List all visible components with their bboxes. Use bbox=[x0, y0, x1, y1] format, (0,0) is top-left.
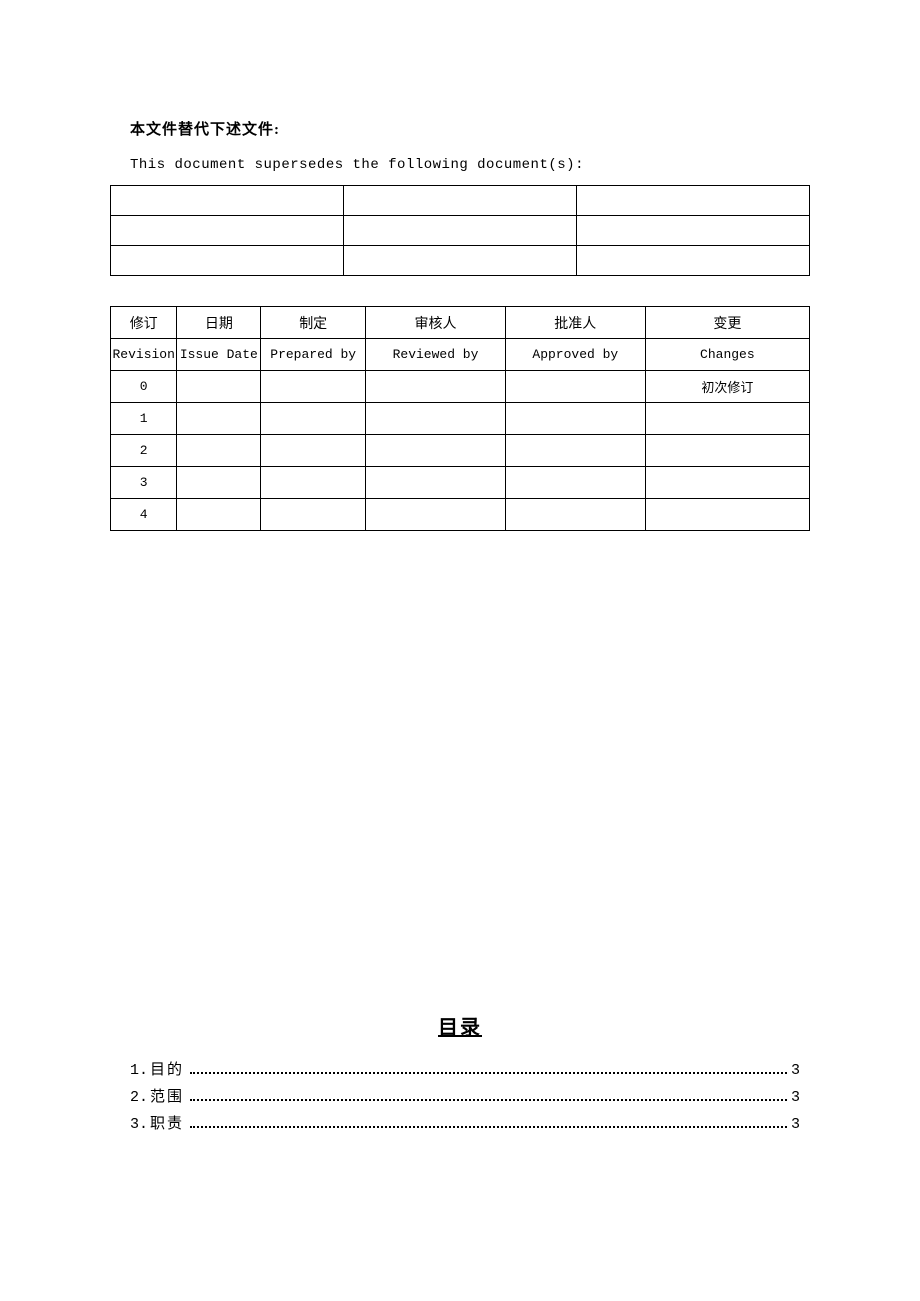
spacer bbox=[110, 276, 810, 306]
table-cell bbox=[261, 499, 366, 531]
table-cell bbox=[505, 467, 645, 499]
toc-leader-dots bbox=[190, 1092, 787, 1101]
table-cell bbox=[177, 467, 261, 499]
col-header-changes-cn: 变更 bbox=[645, 307, 809, 339]
table-cell bbox=[261, 467, 366, 499]
toc-entry-number: 1. bbox=[130, 1062, 148, 1079]
table-row: 0 初次修订 bbox=[111, 371, 810, 403]
table-cell bbox=[177, 371, 261, 403]
toc-entry-page: 3 bbox=[791, 1116, 800, 1133]
table-cell bbox=[177, 403, 261, 435]
toc-entry-page: 3 bbox=[791, 1062, 800, 1079]
supersede-heading-en: This document supersedes the following d… bbox=[110, 157, 810, 173]
table-row: 4 bbox=[111, 499, 810, 531]
table-row bbox=[111, 246, 810, 276]
col-header-revision-cn: 修订 bbox=[111, 307, 177, 339]
table-cell bbox=[505, 371, 645, 403]
toc-entry: 3. 职责 3 bbox=[110, 1112, 810, 1133]
col-header-approved-en: Approved by bbox=[505, 339, 645, 371]
table-cell bbox=[366, 403, 506, 435]
toc-entry: 1. 目的 3 bbox=[110, 1058, 810, 1079]
table-cell bbox=[645, 499, 809, 531]
table-cell bbox=[576, 216, 809, 246]
toc-leader-dots bbox=[190, 1065, 787, 1074]
table-cell bbox=[261, 435, 366, 467]
table-cell bbox=[261, 403, 366, 435]
col-header-prepared-cn: 制定 bbox=[261, 307, 366, 339]
table-row: 1 bbox=[111, 403, 810, 435]
table-cell: 2 bbox=[111, 435, 177, 467]
table-cell bbox=[111, 246, 344, 276]
table-cell bbox=[111, 186, 344, 216]
supersede-heading-cn: 本文件替代下述文件: bbox=[110, 118, 810, 139]
toc-entry: 2. 范围 3 bbox=[110, 1085, 810, 1106]
table-cell bbox=[111, 216, 344, 246]
col-header-date-cn: 日期 bbox=[177, 307, 261, 339]
table-row: 3 bbox=[111, 467, 810, 499]
table-cell bbox=[505, 403, 645, 435]
toc-entry-label: 目的 bbox=[150, 1058, 184, 1079]
supersede-table bbox=[110, 185, 810, 276]
table-cell: 1 bbox=[111, 403, 177, 435]
toc-leader-dots bbox=[190, 1119, 787, 1128]
table-cell: 0 bbox=[111, 371, 177, 403]
toc-entry-label: 范围 bbox=[150, 1085, 184, 1106]
table-cell: 4 bbox=[111, 499, 177, 531]
table-cell bbox=[177, 435, 261, 467]
table-of-contents: 目录 1. 目的 3 2. 范围 3 3. 职责 3 bbox=[110, 1011, 810, 1133]
table-cell bbox=[366, 499, 506, 531]
table-cell bbox=[645, 467, 809, 499]
table-row bbox=[111, 186, 810, 216]
table-cell bbox=[343, 246, 576, 276]
col-header-date-en: Issue Date bbox=[177, 339, 261, 371]
table-cell bbox=[366, 371, 506, 403]
table-cell: 3 bbox=[111, 467, 177, 499]
col-header-reviewed-en: Reviewed by bbox=[366, 339, 506, 371]
table-row bbox=[111, 216, 810, 246]
col-header-changes-en: Changes bbox=[645, 339, 809, 371]
table-row: 2 bbox=[111, 435, 810, 467]
col-header-revision-en: Revision bbox=[111, 339, 177, 371]
table-cell bbox=[645, 403, 809, 435]
table-cell bbox=[177, 499, 261, 531]
table-cell bbox=[505, 499, 645, 531]
toc-entry-number: 2. bbox=[130, 1089, 148, 1106]
toc-entry-number: 3. bbox=[130, 1116, 148, 1133]
revision-table: 修订 日期 制定 审核人 批准人 变更 Revision Issue Date … bbox=[110, 306, 810, 531]
table-cell bbox=[576, 246, 809, 276]
table-cell: 初次修订 bbox=[645, 371, 809, 403]
table-header-row-cn: 修订 日期 制定 审核人 批准人 变更 bbox=[111, 307, 810, 339]
table-header-row-en: Revision Issue Date Prepared by Reviewed… bbox=[111, 339, 810, 371]
col-header-approved-cn: 批准人 bbox=[505, 307, 645, 339]
table-cell bbox=[343, 186, 576, 216]
toc-entry-page: 3 bbox=[791, 1089, 800, 1106]
table-cell bbox=[505, 435, 645, 467]
document-page: 本文件替代下述文件: This document supersedes the … bbox=[0, 0, 920, 1199]
col-header-reviewed-cn: 审核人 bbox=[366, 307, 506, 339]
table-cell bbox=[366, 435, 506, 467]
table-cell bbox=[343, 216, 576, 246]
table-cell bbox=[576, 186, 809, 216]
toc-entry-label: 职责 bbox=[150, 1112, 184, 1133]
table-cell bbox=[366, 467, 506, 499]
col-header-prepared-en: Prepared by bbox=[261, 339, 366, 371]
toc-title: 目录 bbox=[110, 1011, 810, 1040]
table-cell bbox=[645, 435, 809, 467]
table-cell bbox=[261, 371, 366, 403]
